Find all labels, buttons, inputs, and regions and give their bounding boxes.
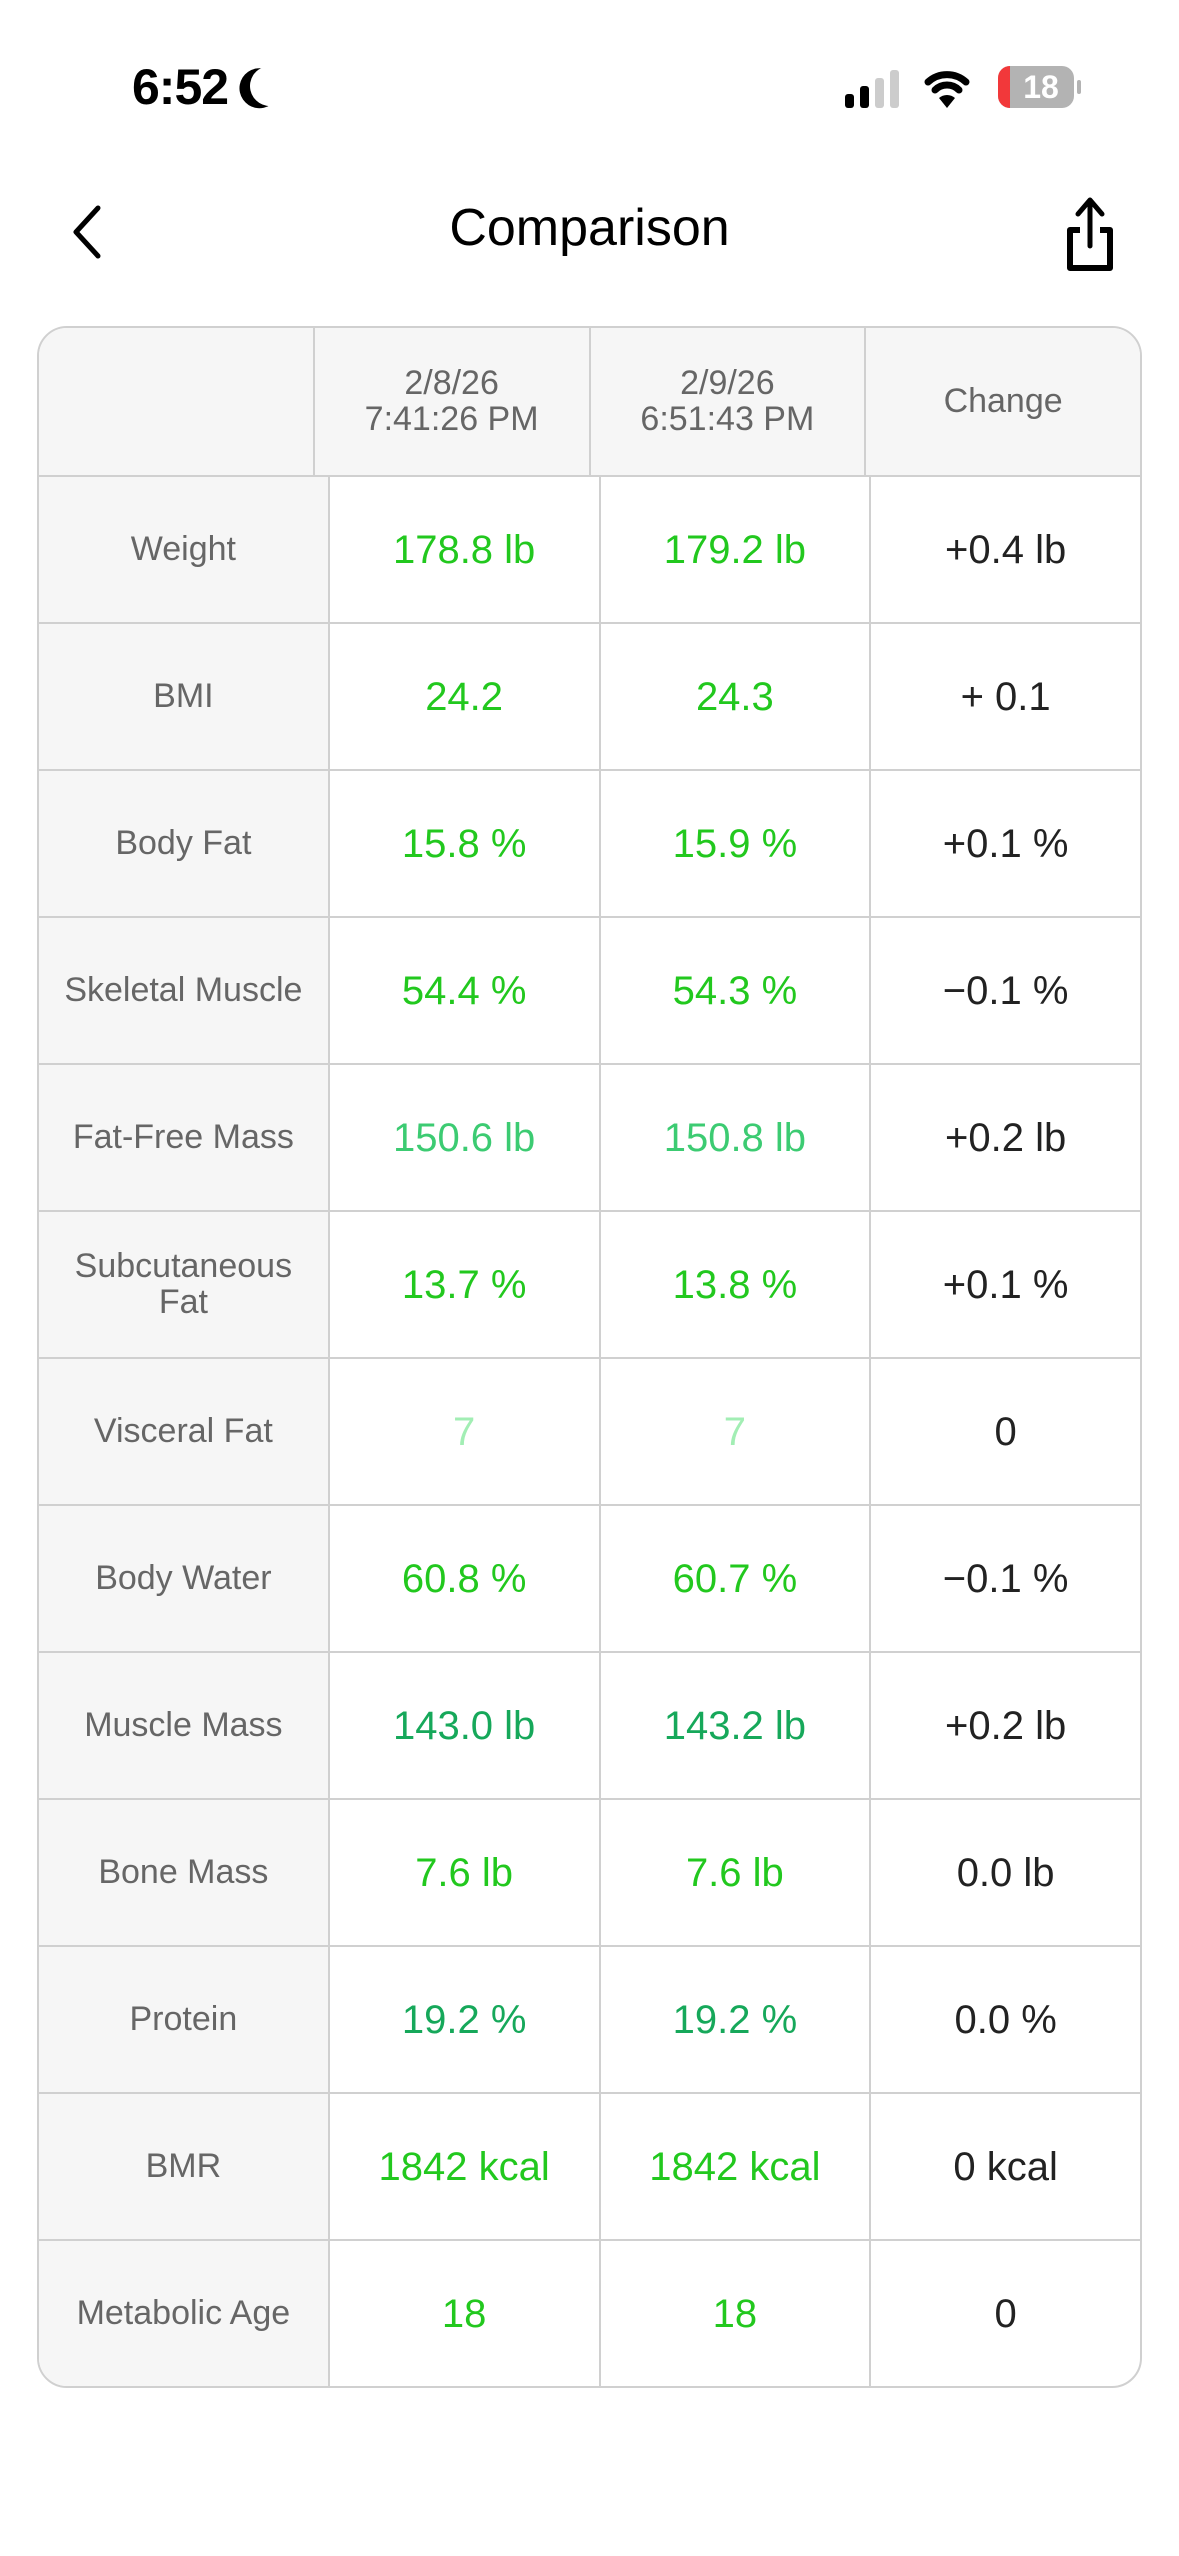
metric-label: Bone Mass <box>39 1800 328 1945</box>
nav-bar: Comparison <box>0 180 1179 280</box>
change-value: + 0.1 <box>869 624 1140 769</box>
change-value: +0.2 lb <box>869 1653 1140 1798</box>
change-value: +0.1 % <box>869 1212 1140 1357</box>
table-row: Weight 178.8 lb 179.2 lb +0.4 lb <box>39 475 1140 622</box>
table-row: Body Water 60.8 % 60.7 % −0.1 % <box>39 1504 1140 1651</box>
value-date-1: 18 <box>327 2241 599 2386</box>
signal-icon <box>845 70 899 108</box>
value-date-1: 54.4 % <box>327 918 599 1063</box>
table-header: 2/8/26 7:41:26 PM 2/9/26 6:51:43 PM Chan… <box>39 328 1140 475</box>
value-date-2: 60.7 % <box>598 1506 870 1651</box>
metric-label: Body Water <box>39 1506 328 1651</box>
value-date-2: 1842 kcal <box>598 2094 870 2239</box>
metric-label: BMI <box>39 624 328 769</box>
value-date-1: 1842 kcal <box>327 2094 599 2239</box>
header-change: Change <box>864 328 1140 475</box>
value-date-1: 60.8 % <box>327 1506 599 1651</box>
change-value: −0.1 % <box>869 1506 1140 1651</box>
metric-label: BMR <box>39 2094 328 2239</box>
metric-label: Metabolic Age <box>39 2241 328 2386</box>
share-button[interactable] <box>1060 194 1120 274</box>
table-row: Bone Mass 7.6 lb 7.6 lb 0.0 lb <box>39 1798 1140 1945</box>
metric-label: Skeletal Muscle <box>39 918 328 1063</box>
table-row: Fat-Free Mass 150.6 lb 150.8 lb +0.2 lb <box>39 1063 1140 1210</box>
table-row: Metabolic Age 18 18 0 <box>39 2239 1140 2386</box>
metric-label: Muscle Mass <box>39 1653 328 1798</box>
change-value: 0 kcal <box>869 2094 1140 2239</box>
table-row: Subcutaneous Fat 13.7 % 13.8 % +0.1 % <box>39 1210 1140 1357</box>
table-row: Skeletal Muscle 54.4 % 54.3 % −0.1 % <box>39 916 1140 1063</box>
value-date-1: 13.7 % <box>327 1212 599 1357</box>
value-date-1: 15.8 % <box>327 771 599 916</box>
change-value: 0 <box>869 1359 1140 1504</box>
value-date-1: 24.2 <box>327 624 599 769</box>
battery-cap <box>1077 80 1081 94</box>
battery-level: 18 <box>1023 69 1059 105</box>
page-title: Comparison <box>449 199 730 257</box>
value-date-1: 19.2 % <box>327 1947 599 2092</box>
table-row: Visceral Fat 7 7 0 <box>39 1357 1140 1504</box>
wifi-icon <box>922 64 972 119</box>
table-row: Muscle Mass 143.0 lb 143.2 lb +0.2 lb <box>39 1651 1140 1798</box>
chevron-left-icon <box>73 205 101 259</box>
change-value: 0.0 lb <box>869 1800 1140 1945</box>
metric-label: Subcutaneous Fat <box>39 1212 328 1357</box>
table-row: BMI 24.2 24.3 + 0.1 <box>39 622 1140 769</box>
value-date-2: 13.8 % <box>598 1212 870 1357</box>
metric-label: Body Fat <box>39 771 328 916</box>
value-date-1: 150.6 lb <box>327 1065 599 1210</box>
change-value: +0.4 lb <box>869 477 1140 622</box>
value-date-2: 7 <box>598 1359 870 1504</box>
value-date-2: 7.6 lb <box>598 1800 870 1945</box>
value-date-1: 178.8 lb <box>327 477 599 622</box>
metric-label: Visceral Fat <box>39 1359 328 1504</box>
value-date-2: 150.8 lb <box>598 1065 870 1210</box>
change-value: +0.1 % <box>869 771 1140 916</box>
value-date-2: 18 <box>598 2241 870 2386</box>
value-date-2: 143.2 lb <box>598 1653 870 1798</box>
status-bar: 6:52 18 <box>0 0 1179 150</box>
header-date-2: 2/9/26 6:51:43 PM <box>588 328 865 475</box>
metric-label: Fat-Free Mass <box>39 1065 328 1210</box>
header-date-1: 2/8/26 7:41:26 PM <box>312 328 589 475</box>
comparison-table: 2/8/26 7:41:26 PM 2/9/26 6:51:43 PM Chan… <box>37 326 1142 2388</box>
table-row: Body Fat 15.8 % 15.9 % +0.1 % <box>39 769 1140 916</box>
metric-label: Weight <box>39 477 328 622</box>
change-value: 0 <box>869 2241 1140 2386</box>
value-date-2: 54.3 % <box>598 918 870 1063</box>
metric-label: Protein <box>39 1947 328 2092</box>
status-time: 6:52 <box>132 59 229 115</box>
value-date-2: 19.2 % <box>598 1947 870 2092</box>
value-date-2: 179.2 lb <box>598 477 870 622</box>
value-date-1: 7.6 lb <box>327 1800 599 1945</box>
table-row: Protein 19.2 % 19.2 % 0.0 % <box>39 1945 1140 2092</box>
value-date-1: 143.0 lb <box>327 1653 599 1798</box>
back-button[interactable] <box>66 202 110 262</box>
share-icon <box>1067 197 1113 271</box>
battery-icon: 18 <box>998 66 1074 108</box>
value-date-1: 7 <box>327 1359 599 1504</box>
table-row: BMR 1842 kcal 1842 kcal 0 kcal <box>39 2092 1140 2239</box>
change-value: 0.0 % <box>869 1947 1140 2092</box>
change-value: +0.2 lb <box>869 1065 1140 1210</box>
change-value: −0.1 % <box>869 918 1140 1063</box>
value-date-2: 24.3 <box>598 624 870 769</box>
header-empty <box>39 328 313 475</box>
moon-icon <box>247 63 293 109</box>
value-date-2: 15.9 % <box>598 771 870 916</box>
